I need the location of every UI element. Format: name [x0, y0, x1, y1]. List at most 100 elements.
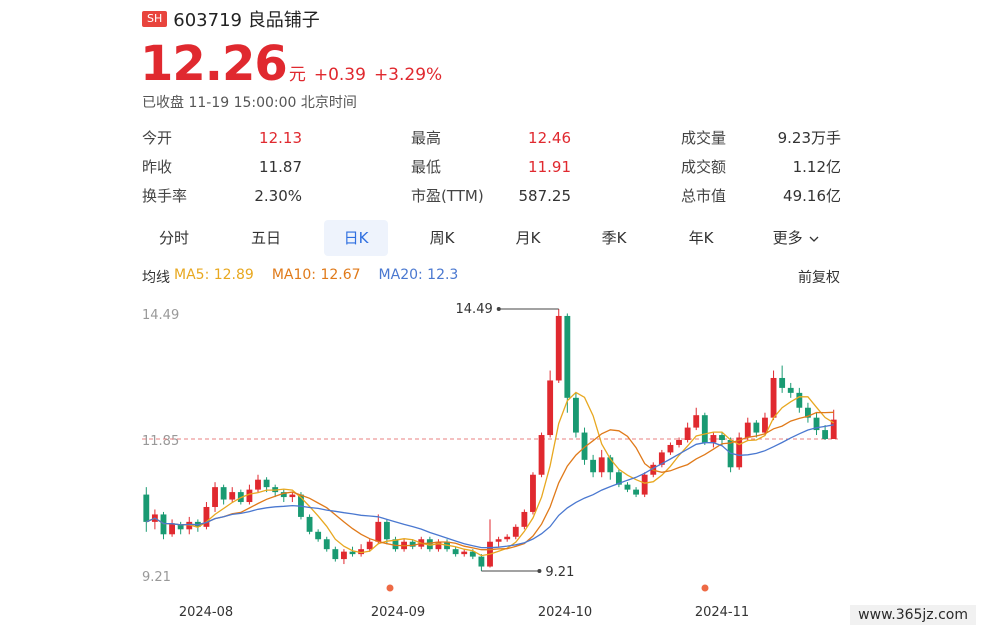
candle-body: [366, 541, 373, 550]
adjust-toggle[interactable]: 前复权: [798, 270, 840, 286]
stat-label: 市盈(TTM): [411, 187, 484, 205]
watermark: www.365jz.com: [850, 605, 976, 625]
candle-body: [186, 521, 193, 530]
candle-body: [435, 541, 442, 550]
candle-body: [744, 422, 751, 438]
candle-body: [306, 516, 313, 532]
candle-body: [349, 551, 356, 555]
stat-label: 成交额: [681, 158, 727, 176]
high-marker-dot: [496, 307, 501, 311]
candle-body: [598, 457, 605, 473]
candle-body: [143, 494, 150, 522]
tab-more[interactable]: 更多: [756, 220, 836, 256]
candle-body: [469, 551, 476, 557]
legend-ma5: MA5: 12.89: [174, 267, 254, 283]
event-dot: [386, 584, 394, 592]
low-marker-dot: [537, 569, 542, 573]
candle-body: [358, 549, 365, 555]
candle-body: [521, 511, 528, 527]
tab-yearly-k[interactable]: 年K: [688, 229, 714, 247]
candle-body: [796, 392, 803, 408]
candle-body: [169, 524, 175, 535]
candle-body: [693, 415, 700, 428]
tab-monthly-k[interactable]: 月K: [515, 229, 541, 247]
candle-body: [787, 387, 794, 393]
tab-intraday[interactable]: 分时: [158, 229, 189, 247]
tab-daily-k[interactable]: 日K: [324, 220, 388, 256]
stats-col-2: 最高 12.46 最低 11.91 市盈(TTM) 587.25: [411, 123, 571, 210]
stat-value: 11.91: [528, 157, 571, 176]
candle-body: [280, 492, 287, 498]
candle-body: [177, 524, 184, 530]
stat-value: 1.12亿: [792, 158, 841, 176]
candle-body: [676, 440, 682, 445]
tab-quarterly-k[interactable]: 季K: [601, 229, 627, 247]
event-dot: [701, 584, 709, 592]
candle-body: [770, 377, 777, 418]
candle-body: [590, 459, 597, 473]
candle-body: [762, 417, 768, 433]
candle-body: [512, 526, 519, 537]
high-marker-label: 14.49: [456, 302, 493, 317]
candle-body: [684, 427, 691, 440]
stat-low: 最低 11.91: [411, 152, 571, 181]
candle-body: [246, 489, 253, 503]
ma20-line: [146, 424, 834, 549]
candle-body: [203, 506, 210, 527]
price-row: 12.26 元 +0.39 +3.29%: [140, 36, 450, 92]
stat-open: 今开 12.13: [142, 123, 302, 152]
candle-body: [478, 556, 485, 567]
candle-body: [341, 551, 347, 560]
stat-label: 换手率: [142, 187, 188, 205]
candle-body: [667, 444, 674, 453]
x-tick-label: 2024-09: [371, 605, 425, 620]
candle-body: [160, 514, 167, 535]
candle-body: [813, 417, 820, 431]
stat-value: 9.23万手: [777, 129, 841, 147]
candle-body: [641, 474, 648, 495]
candle-body: [736, 437, 743, 468]
candle-body: [495, 539, 502, 542]
candle-body: [633, 489, 639, 495]
stat-prev-close: 昨收 11.87: [142, 152, 302, 181]
candle-body: [615, 472, 622, 485]
candle-body: [504, 536, 511, 540]
candle-body: [710, 435, 717, 443]
candle-body: [822, 430, 829, 440]
candle-body: [255, 479, 261, 490]
candle-body: [779, 377, 786, 388]
candle-body: [289, 494, 296, 498]
stat-value: 49.16亿: [783, 187, 841, 205]
stat-value: 2.30%: [254, 186, 302, 205]
candle-body: [392, 539, 399, 550]
price-change: +0.39: [313, 65, 366, 85]
candle-body: [383, 521, 390, 540]
y-tick-label: 9.21: [142, 570, 171, 585]
legend-title: 均线: [142, 270, 170, 286]
candle-body: [573, 397, 579, 433]
market-status: 已收盘 11-19 15:00:00 北京时间: [142, 95, 357, 111]
stat-value: 12.13: [259, 128, 302, 147]
candle-body: [263, 479, 270, 488]
candle-body: [547, 380, 554, 436]
x-tick-label: 2024-08: [179, 605, 233, 620]
stats-col-1: 今开 12.13 昨收 11.87 换手率 2.30%: [142, 123, 302, 210]
candle-body: [624, 484, 631, 490]
candle-body: [461, 551, 468, 555]
stat-value: 587.25: [518, 186, 572, 205]
price-unit: 元: [288, 65, 306, 85]
ma-legend: 均线 MA5: 12.89 MA10: 12.67 MA20: 12.3: [142, 267, 458, 287]
tab-five-day[interactable]: 五日: [250, 229, 281, 247]
period-tabs: 分时 五日 日K 周K 月K 季K 年K 更多: [142, 220, 842, 256]
tab-more-label: 更多: [772, 229, 803, 247]
stat-turnover-rate: 换手率 2.30%: [142, 181, 302, 210]
tab-weekly-k[interactable]: 周K: [429, 229, 455, 247]
stat-label: 最低: [411, 158, 442, 176]
candle-body: [315, 531, 322, 540]
stat-pe-ttm: 市盈(TTM) 587.25: [411, 181, 571, 210]
stat-label: 今开: [142, 129, 173, 147]
legend-ma10: MA10: 12.67: [271, 267, 361, 283]
candle-body: [581, 432, 588, 460]
stat-value: 11.87: [259, 157, 302, 176]
